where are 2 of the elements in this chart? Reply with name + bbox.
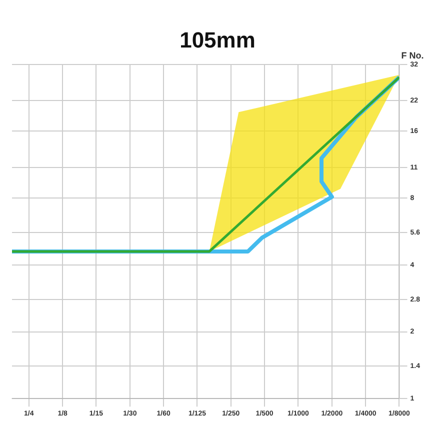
- y-axis-title: F No.: [401, 50, 424, 60]
- chart-title: 105mm: [180, 27, 256, 52]
